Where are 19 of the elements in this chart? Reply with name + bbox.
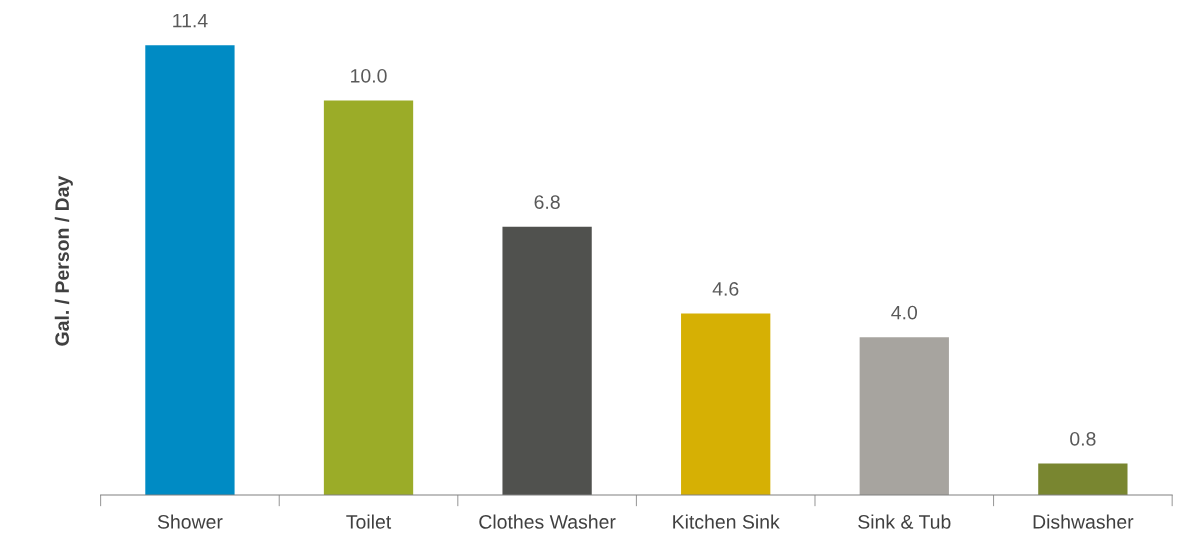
x-tick-label: Toilet xyxy=(346,514,392,529)
x-tick-label: Clothes Washer xyxy=(479,514,616,529)
bar xyxy=(681,313,771,496)
x-tick-label: Kitchen Sink xyxy=(673,514,780,529)
bar xyxy=(1038,463,1128,496)
bar xyxy=(323,100,414,496)
data-label: 6.8 xyxy=(534,195,560,209)
data-label: 10.0 xyxy=(351,68,387,83)
x-tick-label: Shower xyxy=(157,514,223,529)
data-label: 11.4 xyxy=(173,13,208,28)
bar xyxy=(502,226,592,496)
x-tick-label: Sink & Tub xyxy=(858,514,951,529)
x-tick-label: Dishwasher xyxy=(1033,514,1134,529)
data-label: 4.6 xyxy=(712,282,739,296)
y-axis-title: Gal. / Person / Day xyxy=(54,175,73,346)
bar xyxy=(145,45,235,496)
bar xyxy=(859,337,949,496)
data-label: 0.8 xyxy=(1070,431,1096,446)
data-label: 4.0 xyxy=(891,305,918,320)
